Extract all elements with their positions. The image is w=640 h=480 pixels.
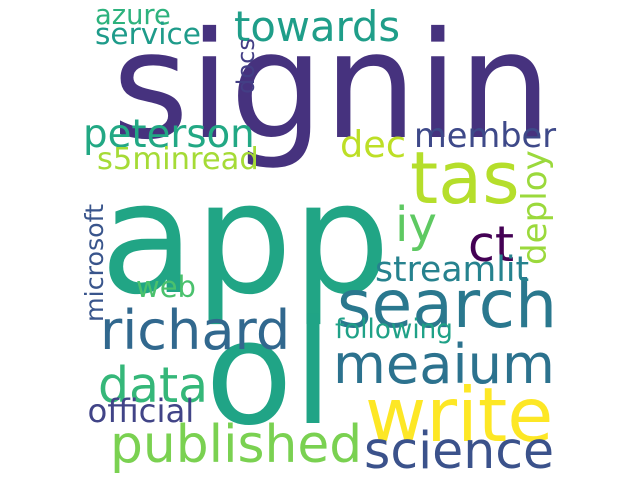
- word-service: service: [95, 17, 202, 51]
- word-data: data: [98, 356, 209, 414]
- word-docs: docs: [232, 38, 260, 94]
- word-streamlit: streamlit: [375, 249, 530, 290]
- word-meaium: meaium: [333, 333, 555, 396]
- word-deploy: deploy: [515, 150, 555, 265]
- word-azure: azure: [95, 0, 171, 31]
- word-dec: dec: [340, 122, 406, 166]
- word-science: science: [364, 420, 555, 480]
- word-ct: ct: [468, 215, 515, 273]
- word-write: write: [365, 371, 554, 459]
- word-ol: ol: [205, 290, 333, 457]
- word-app: app: [100, 150, 391, 329]
- word-tas: tas: [410, 136, 520, 220]
- word-following: following: [335, 315, 453, 345]
- word-search: search: [337, 265, 558, 343]
- word-member: member: [414, 116, 557, 155]
- word-richard: richard: [100, 299, 291, 362]
- word-iy: iy: [395, 197, 437, 253]
- word-microsoft: microsoft: [78, 203, 109, 322]
- word-s5minread: s5minread: [97, 141, 259, 177]
- word-official: official: [87, 392, 195, 430]
- word-published: published: [110, 415, 363, 475]
- word-web: web: [136, 269, 196, 304]
- word-peterson: peterson: [83, 111, 255, 157]
- word-signin: signin: [112, 0, 552, 172]
- word-towards: towards: [234, 2, 401, 51]
